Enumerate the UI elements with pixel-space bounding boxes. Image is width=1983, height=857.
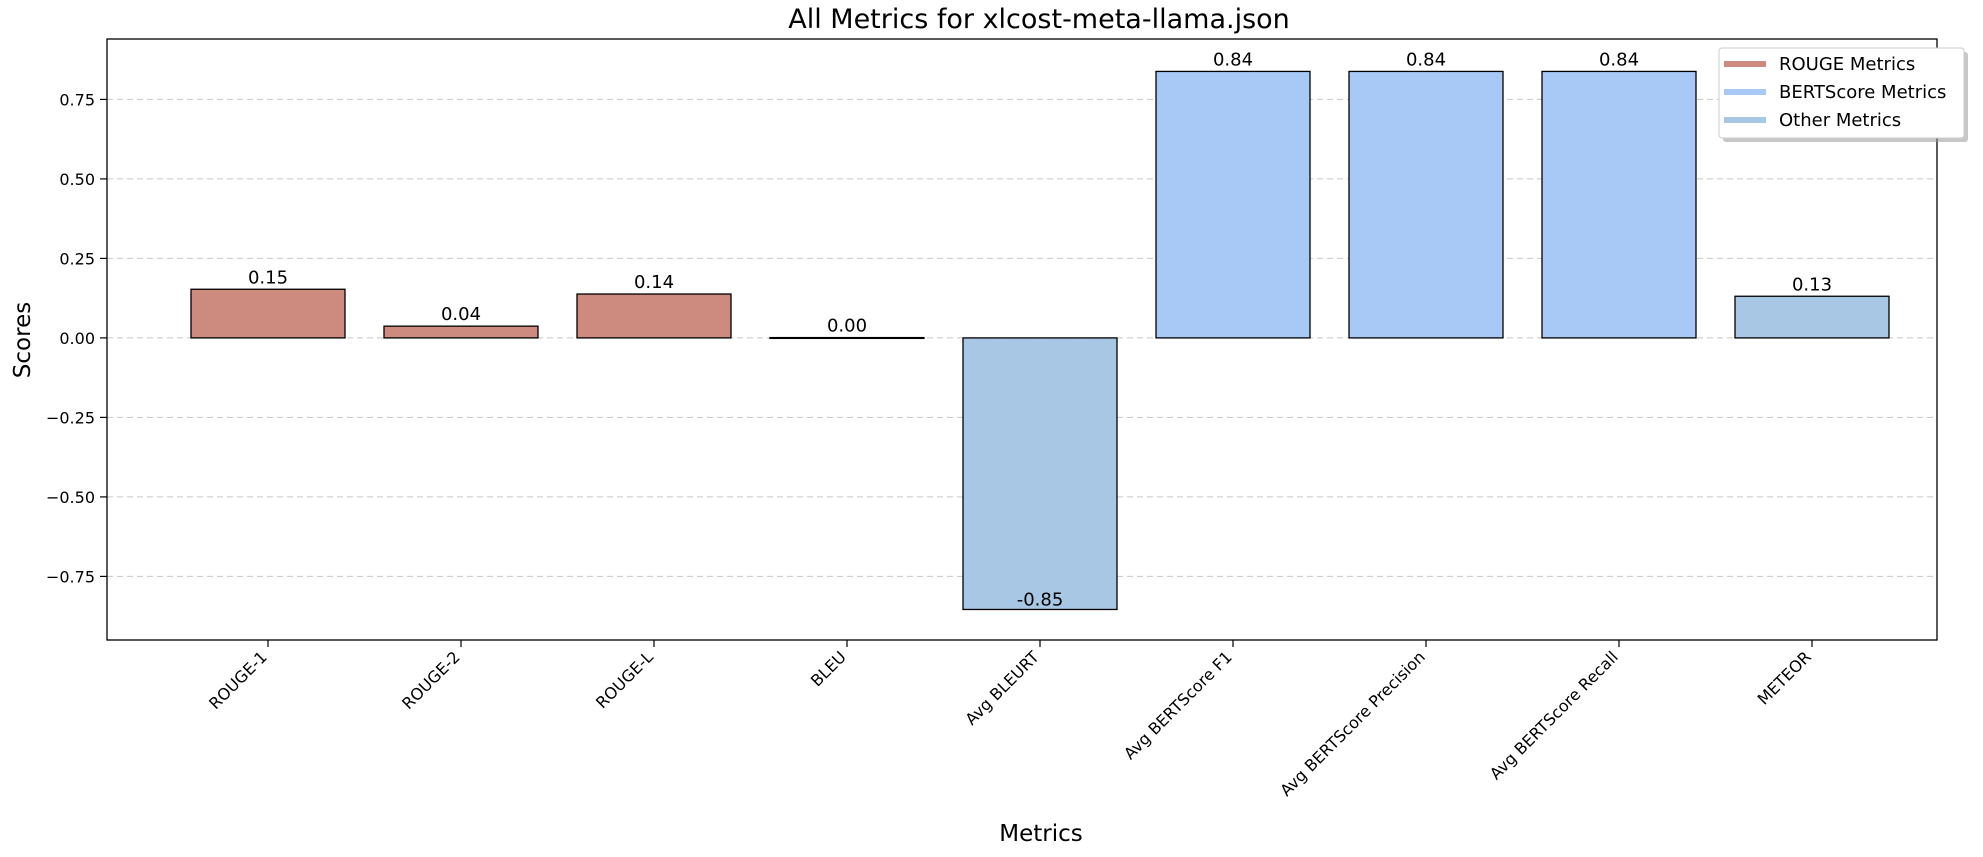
bar-avg-bertscore-recall	[1541, 70, 1697, 339]
y-tick-label: −0.50	[46, 488, 95, 507]
y-tick-label: −0.25	[46, 408, 95, 427]
x-tick-label: Avg BERTScore Recall	[1486, 647, 1622, 783]
x-tick-label: ROUGE-1	[205, 647, 271, 713]
legend-label: BERTScore Metrics	[1779, 82, 1946, 103]
x-tick-label: BLEU	[807, 647, 850, 690]
y-tick-label: 0.25	[59, 249, 95, 268]
data-label: 0.14	[634, 272, 674, 293]
legend-box	[1718, 47, 1965, 139]
y-tick-label: −0.75	[46, 567, 95, 586]
x-axis-ticks: ROUGE-1 ROUGE-2 ROUGE-L BLEU Avg BLEURT Avg B…	[205, 640, 1815, 800]
data-label: 0.04	[441, 304, 481, 325]
x-axis-title: Metrics	[999, 821, 1083, 847]
y-tick-label: 0.75	[59, 90, 95, 109]
bar-meteor	[1734, 295, 1890, 339]
y-tick-label: 0.50	[59, 170, 95, 189]
data-label: 0.15	[248, 267, 288, 288]
legend: ROUGE Metrics BERTScore Metrics Other Metr…	[1718, 47, 1968, 142]
y-axis-title: Scores	[10, 302, 36, 378]
x-tick-label: Avg BLEURT	[961, 647, 1043, 729]
y-axis-ticks: −0.75 −0.50 −0.25 0.00 0.25 0.50 0.75	[46, 90, 107, 586]
x-tick-label: ROUGE-L	[592, 647, 657, 712]
y-tick-label: 0.00	[59, 329, 95, 348]
bar-avg-bertscore-precision	[1348, 70, 1504, 339]
plot-frame	[106, 38, 1938, 641]
x-tick-label: Avg BERTScore F1	[1120, 647, 1236, 763]
data-label: 0.00	[827, 316, 867, 337]
x-tick-label: Avg BERTScore Precision	[1276, 647, 1429, 800]
bar-rouge-1	[190, 288, 346, 339]
bar-rouge-2	[383, 325, 539, 339]
chart-title: All Metrics for xlcost-meta-llama.json	[788, 4, 1290, 35]
data-labels: 0.15 0.04 0.14 0.00 -0.85 0.84 0.84 0.84 0.13	[248, 49, 1832, 610]
legend-label: Other Metrics	[1779, 110, 1901, 131]
data-label: 0.84	[1406, 49, 1446, 70]
bar-avg-bleurt	[962, 337, 1118, 611]
bar-bleu	[769, 336, 925, 340]
bar-avg-bertscore-f1	[1155, 70, 1311, 339]
data-label: -0.85	[1017, 589, 1064, 610]
data-label: 0.13	[1792, 274, 1832, 295]
x-tick-label: ROUGE-2	[398, 647, 464, 713]
bar-rouge-l	[576, 293, 732, 339]
bars	[190, 70, 1890, 611]
x-tick-label: METEOR	[1754, 647, 1815, 708]
data-label: 0.84	[1213, 49, 1253, 70]
data-label: 0.84	[1599, 49, 1639, 70]
legend-label: ROUGE Metrics	[1779, 54, 1915, 75]
